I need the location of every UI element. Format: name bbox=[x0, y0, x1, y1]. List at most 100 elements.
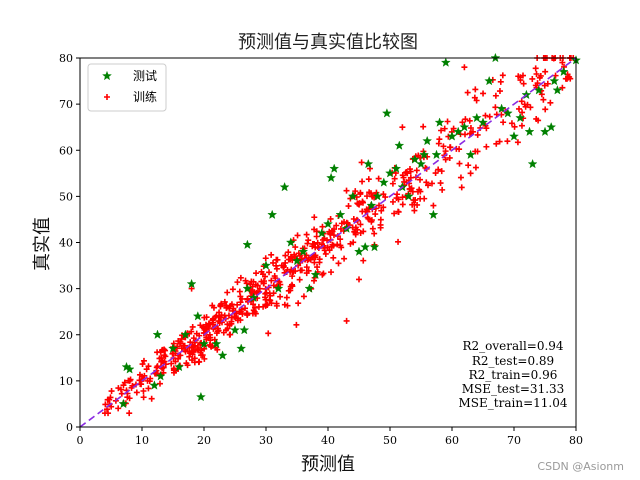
test-point bbox=[174, 361, 185, 372]
train-point bbox=[359, 178, 366, 185]
train-point bbox=[268, 277, 275, 284]
test-point bbox=[363, 158, 374, 169]
test-point bbox=[422, 135, 433, 146]
train-point bbox=[242, 305, 249, 312]
x-tick-label: 30 bbox=[259, 434, 273, 447]
test-point bbox=[478, 117, 488, 127]
train-point bbox=[115, 405, 122, 412]
train-point bbox=[145, 385, 152, 392]
test-point bbox=[403, 191, 414, 201]
train-point bbox=[359, 208, 366, 215]
train-point bbox=[238, 306, 245, 313]
watermark: CSDN @Asionm bbox=[537, 460, 624, 473]
train-point bbox=[262, 273, 269, 280]
test-point bbox=[118, 398, 129, 409]
train-point bbox=[544, 80, 551, 87]
train-point bbox=[313, 228, 320, 235]
train-point bbox=[343, 187, 350, 194]
test-point bbox=[292, 255, 302, 266]
train-point bbox=[196, 358, 203, 365]
train-point bbox=[242, 277, 249, 284]
test-point bbox=[316, 228, 327, 238]
test-point bbox=[335, 209, 346, 220]
train-point bbox=[399, 201, 406, 208]
train-point bbox=[313, 233, 320, 240]
train-point bbox=[177, 339, 184, 346]
train-point bbox=[186, 353, 193, 360]
x-tick-label: 10 bbox=[135, 434, 149, 447]
test-point bbox=[524, 126, 535, 136]
train-point bbox=[542, 106, 549, 113]
train-point bbox=[371, 230, 378, 237]
train-point bbox=[407, 174, 414, 181]
test-point bbox=[217, 350, 228, 360]
train-point bbox=[439, 186, 446, 193]
train-point bbox=[352, 188, 359, 195]
test-point bbox=[152, 329, 163, 339]
train-point bbox=[444, 118, 451, 125]
train-point bbox=[413, 167, 420, 174]
test-point bbox=[440, 57, 451, 67]
train-point bbox=[223, 302, 230, 309]
train-point bbox=[435, 140, 442, 147]
train-point bbox=[335, 260, 342, 267]
test-point bbox=[168, 343, 178, 353]
test-point bbox=[509, 131, 519, 141]
train-point bbox=[352, 224, 359, 231]
train-point bbox=[466, 117, 473, 124]
x-tick-label: 80 bbox=[569, 434, 583, 447]
train-point bbox=[330, 242, 337, 249]
test-point bbox=[385, 168, 395, 178]
train-point bbox=[492, 92, 499, 99]
train-point bbox=[542, 68, 549, 75]
train-point bbox=[274, 256, 281, 263]
train-point bbox=[471, 94, 478, 101]
train-point bbox=[172, 358, 179, 365]
train-point bbox=[303, 264, 310, 271]
train-point bbox=[170, 365, 177, 372]
train-point bbox=[254, 282, 261, 289]
train-point bbox=[391, 210, 398, 217]
train-point bbox=[188, 357, 195, 364]
train-point bbox=[148, 395, 155, 402]
train-point bbox=[357, 189, 364, 196]
train-point bbox=[377, 224, 384, 231]
test-point bbox=[419, 149, 430, 160]
train-point bbox=[519, 72, 526, 79]
train-point bbox=[223, 327, 230, 334]
train-point bbox=[303, 231, 310, 238]
train-point bbox=[497, 78, 504, 85]
test-point bbox=[428, 209, 439, 220]
y-tick-label: 40 bbox=[59, 237, 73, 250]
train-point bbox=[547, 99, 554, 106]
train-point bbox=[229, 286, 236, 293]
train-point bbox=[457, 174, 464, 181]
legend-label-test: 测试 bbox=[133, 68, 157, 83]
metric-r2-overall: R2_overall=0.94 bbox=[462, 339, 563, 353]
test-point bbox=[515, 112, 526, 123]
train-point bbox=[146, 378, 153, 385]
train-point bbox=[430, 202, 437, 209]
train-point bbox=[420, 123, 427, 130]
legend-plus-marker bbox=[104, 94, 110, 100]
train-point bbox=[247, 281, 254, 288]
x-tick-label: 0 bbox=[77, 434, 84, 447]
train-point bbox=[273, 262, 280, 269]
train-point bbox=[486, 113, 493, 120]
train-point bbox=[395, 208, 402, 215]
train-point bbox=[162, 353, 169, 360]
train-point bbox=[255, 303, 262, 310]
metrics-annotation: R2_overall=0.94 R2_test=0.89 R2_train=0.… bbox=[459, 339, 568, 410]
train-point bbox=[442, 148, 449, 155]
train-point bbox=[441, 125, 448, 132]
train-point bbox=[435, 166, 442, 173]
y-tick-label: 30 bbox=[59, 283, 73, 296]
train-point bbox=[268, 251, 275, 258]
train-point bbox=[258, 278, 265, 285]
test-point bbox=[279, 181, 290, 192]
test-point bbox=[366, 200, 377, 210]
test-point bbox=[149, 380, 160, 390]
train-point bbox=[533, 115, 540, 122]
train-point bbox=[140, 387, 147, 394]
train-point bbox=[210, 304, 217, 311]
